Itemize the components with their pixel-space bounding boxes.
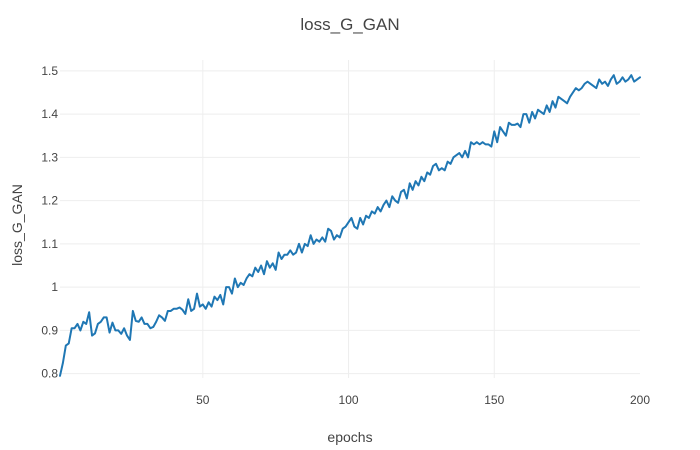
x-axis-label: epochs xyxy=(327,429,372,445)
y-tick-label: 1.1 xyxy=(41,237,58,251)
y-tick-label: 1.4 xyxy=(41,107,58,121)
y-tick-label: 1.3 xyxy=(41,150,58,164)
x-axis-ticks: 50 100 150 200 xyxy=(196,393,650,407)
x-tick-label: 150 xyxy=(484,393,504,407)
y-tick-label: 1.5 xyxy=(41,64,58,78)
x-tick-label: 50 xyxy=(196,393,210,407)
y-tick-label: 1.2 xyxy=(41,194,58,208)
y-tick-label: 0.9 xyxy=(41,323,58,337)
y-tick-label: 1 xyxy=(51,280,58,294)
series-layer xyxy=(59,74,641,377)
x-tick-label: 200 xyxy=(630,393,650,407)
chart-title: loss_G_GAN xyxy=(300,15,399,34)
series-line xyxy=(59,74,641,377)
y-axis-ticks: 0.8 0.9 1 1.1 1.2 1.3 1.4 1.5 xyxy=(41,64,58,381)
x-tick-label: 100 xyxy=(339,393,359,407)
grid xyxy=(60,60,640,378)
y-axis-label: loss_G_GAN xyxy=(9,184,25,266)
y-tick-label: 0.8 xyxy=(41,367,58,381)
